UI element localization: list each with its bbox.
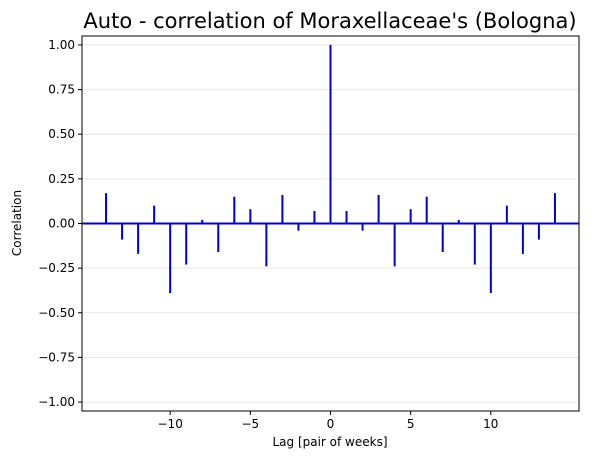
y-tick-label: 0.25 [48,172,75,186]
x-tick-label: 5 [407,417,415,431]
x-axis-ticks: −10 −5 0 5 10 [158,411,498,431]
y-tick-label: −1.00 [38,395,75,409]
y-tick-label: −0.50 [38,306,75,320]
x-tick-label: 0 [327,417,335,431]
chart-title: Auto - correlation of Moraxellaceae's (B… [83,9,576,33]
y-axis-ticks: −1.00 −0.75 −0.50 −0.25 0.00 0.25 0.50 0.75 1.00 [38,38,82,409]
x-tick-label: 10 [483,417,498,431]
y-tick-label: −0.25 [38,261,75,275]
x-tick-label: −10 [158,417,183,431]
y-tick-label: 0.75 [48,83,75,97]
stem-series [105,44,556,294]
y-tick-label: 0.00 [48,217,75,231]
x-axis-label: Lag [pair of weeks] [272,435,387,449]
y-axis-label: Correlation [10,190,24,256]
x-tick-label: −5 [241,417,259,431]
y-tick-label: 0.50 [48,127,75,141]
y-tick-label: 1.00 [48,38,75,52]
y-tick-label: −0.75 [38,350,75,364]
